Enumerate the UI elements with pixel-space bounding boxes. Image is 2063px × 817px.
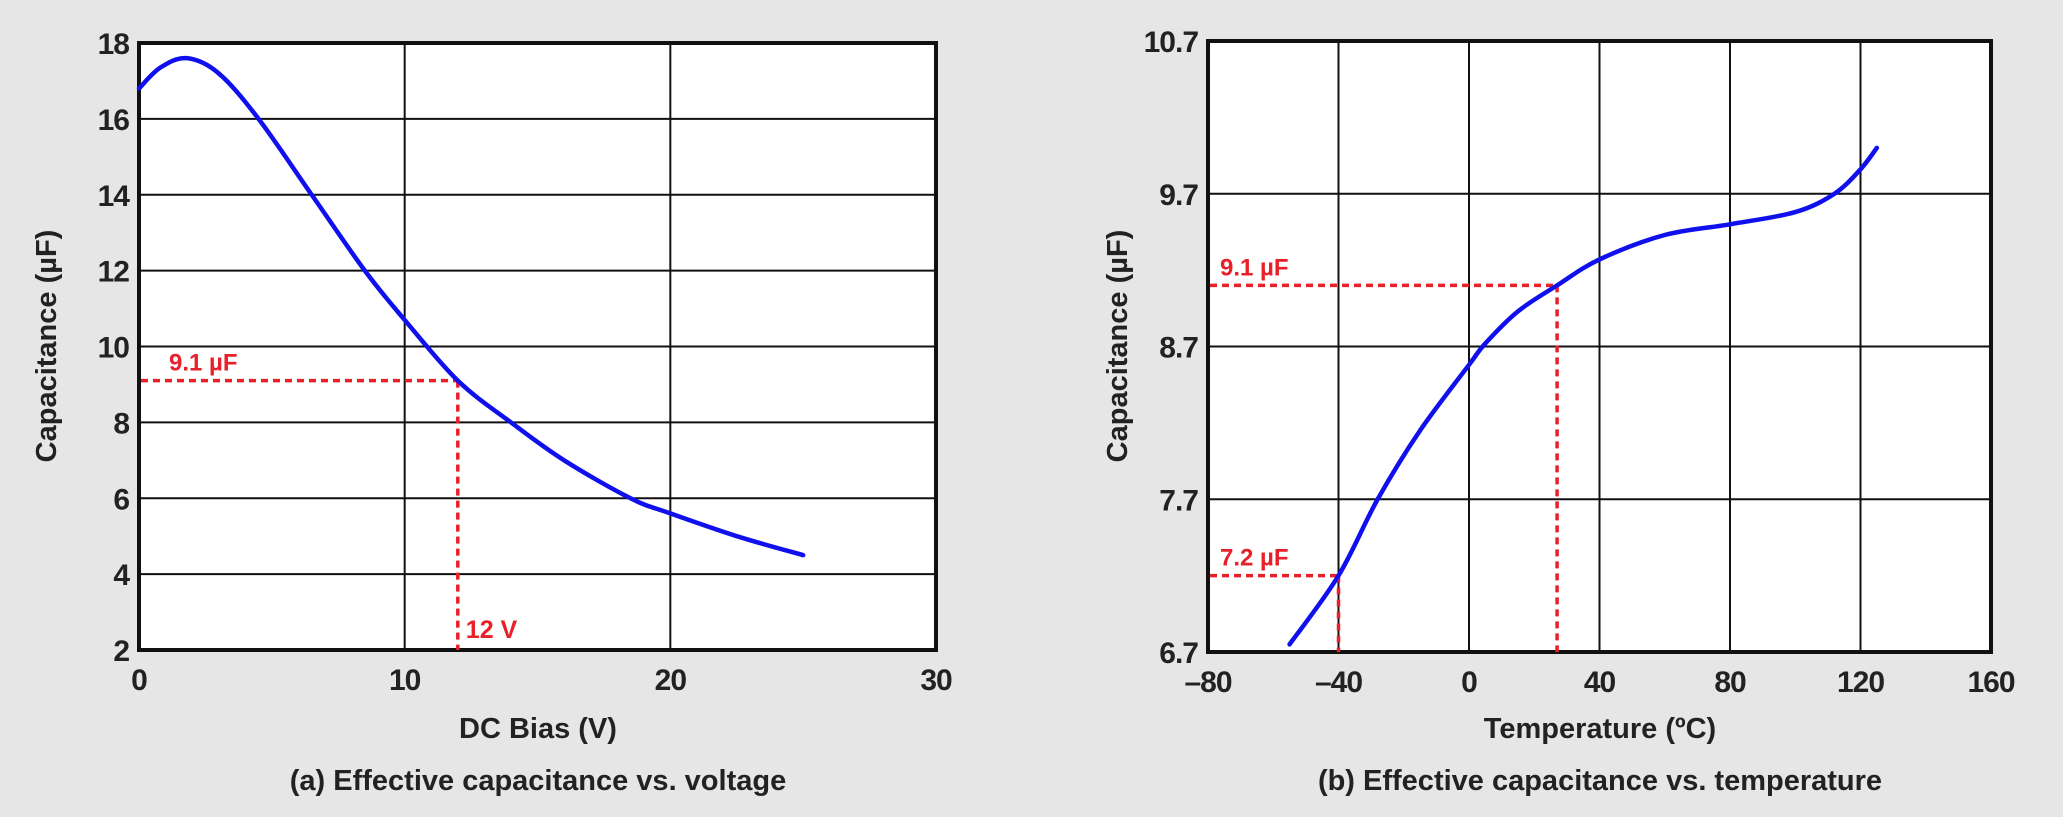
panel-b-xtick-label: 40 [1584, 666, 1616, 699]
panel-b-xtick-label: –80 [1184, 666, 1231, 699]
panel-a-ytick-label: 4 [113, 559, 130, 592]
panel-a-ytick-label: 14 [98, 180, 131, 213]
panel-b-annotation-y-label: 7.2 µF [1220, 545, 1289, 572]
panel-b-ylabel: Capacitance (µF) [1102, 230, 1134, 463]
panel-a-ytick-label: 8 [113, 407, 129, 440]
panel-a-series-line [136, 55, 806, 558]
panel-b-chart: –80 –40 0 40 80 120 160 6.7 7.7 8.7 9.7 10.7 9.1 µF 7… [1144, 26, 2016, 699]
panel-a-xtick-label: 20 [655, 664, 687, 697]
panel-a-chart: 0 10 20 30 2 4 6 8 10 12 14 16 18 9.1 µF 12 V [98, 28, 953, 697]
panel-a-xtick-label: 30 [920, 664, 952, 697]
panel-b-ytick-label: 8.7 [1159, 332, 1198, 365]
panel-a-xtick-label: 10 [389, 664, 421, 697]
panel-a-ytick-label: 12 [98, 256, 130, 289]
panel-b-ytick-label: 6.7 [1159, 637, 1198, 670]
panel-a-annotation-y-label: 9.1 µF [169, 350, 238, 377]
panel-b-ytick-label: 7.7 [1159, 484, 1198, 517]
panel-b-annotation-y-label: 9.1 µF [1220, 254, 1289, 281]
panel-a-ylabel: Capacitance (µF) [31, 230, 63, 463]
panel-b-series-line [1287, 145, 1880, 647]
panel-a-ytick-label: 18 [98, 28, 130, 61]
panel-b-caption: (b) Effective capacitance vs. temperatur… [1318, 765, 1882, 797]
panel-b-xlabel: Temperature (ºC) [1484, 713, 1716, 745]
panel-b-plot-frame [1206, 39, 1993, 654]
panel-a-xtick-label: 0 [131, 664, 147, 697]
panel-a-ytick-label: 10 [98, 332, 130, 365]
panel-a-annotation-x-label: 12 V [466, 616, 518, 644]
panel-b-ytick-label: 9.7 [1159, 179, 1198, 212]
panel-a-ytick-label: 6 [113, 483, 129, 516]
panel-a-ytick-label: 16 [98, 104, 130, 137]
panel-a-caption: (a) Effective capacitance vs. voltage [290, 765, 786, 797]
panel-a-xlabel: DC Bias (V) [459, 713, 617, 745]
panel-b-xtick-label: 160 [1967, 666, 2014, 699]
panel-a-ytick-label: 2 [113, 635, 129, 668]
panel-b-xtick-label: 0 [1461, 666, 1477, 699]
panel-b-xtick-label: –40 [1315, 666, 1362, 699]
panel-b-xtick-label: 120 [1837, 666, 1884, 699]
panel-a-plot-frame [137, 41, 938, 652]
panel-b-ytick-label: 10.7 [1144, 26, 1199, 59]
panel-b-xtick-label: 80 [1714, 666, 1746, 699]
